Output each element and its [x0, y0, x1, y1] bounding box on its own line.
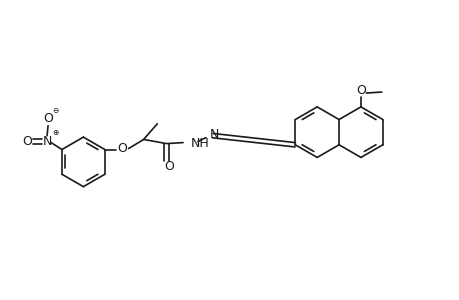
Text: NH: NH	[190, 136, 209, 150]
Text: ⊕: ⊕	[52, 128, 58, 137]
Text: N: N	[42, 135, 51, 148]
Text: N: N	[209, 128, 219, 141]
Text: O: O	[43, 112, 53, 125]
Text: O: O	[163, 160, 174, 173]
Text: O: O	[355, 84, 365, 97]
Text: ⊖: ⊖	[52, 106, 58, 116]
Text: O: O	[118, 142, 127, 155]
Text: O: O	[22, 135, 32, 148]
